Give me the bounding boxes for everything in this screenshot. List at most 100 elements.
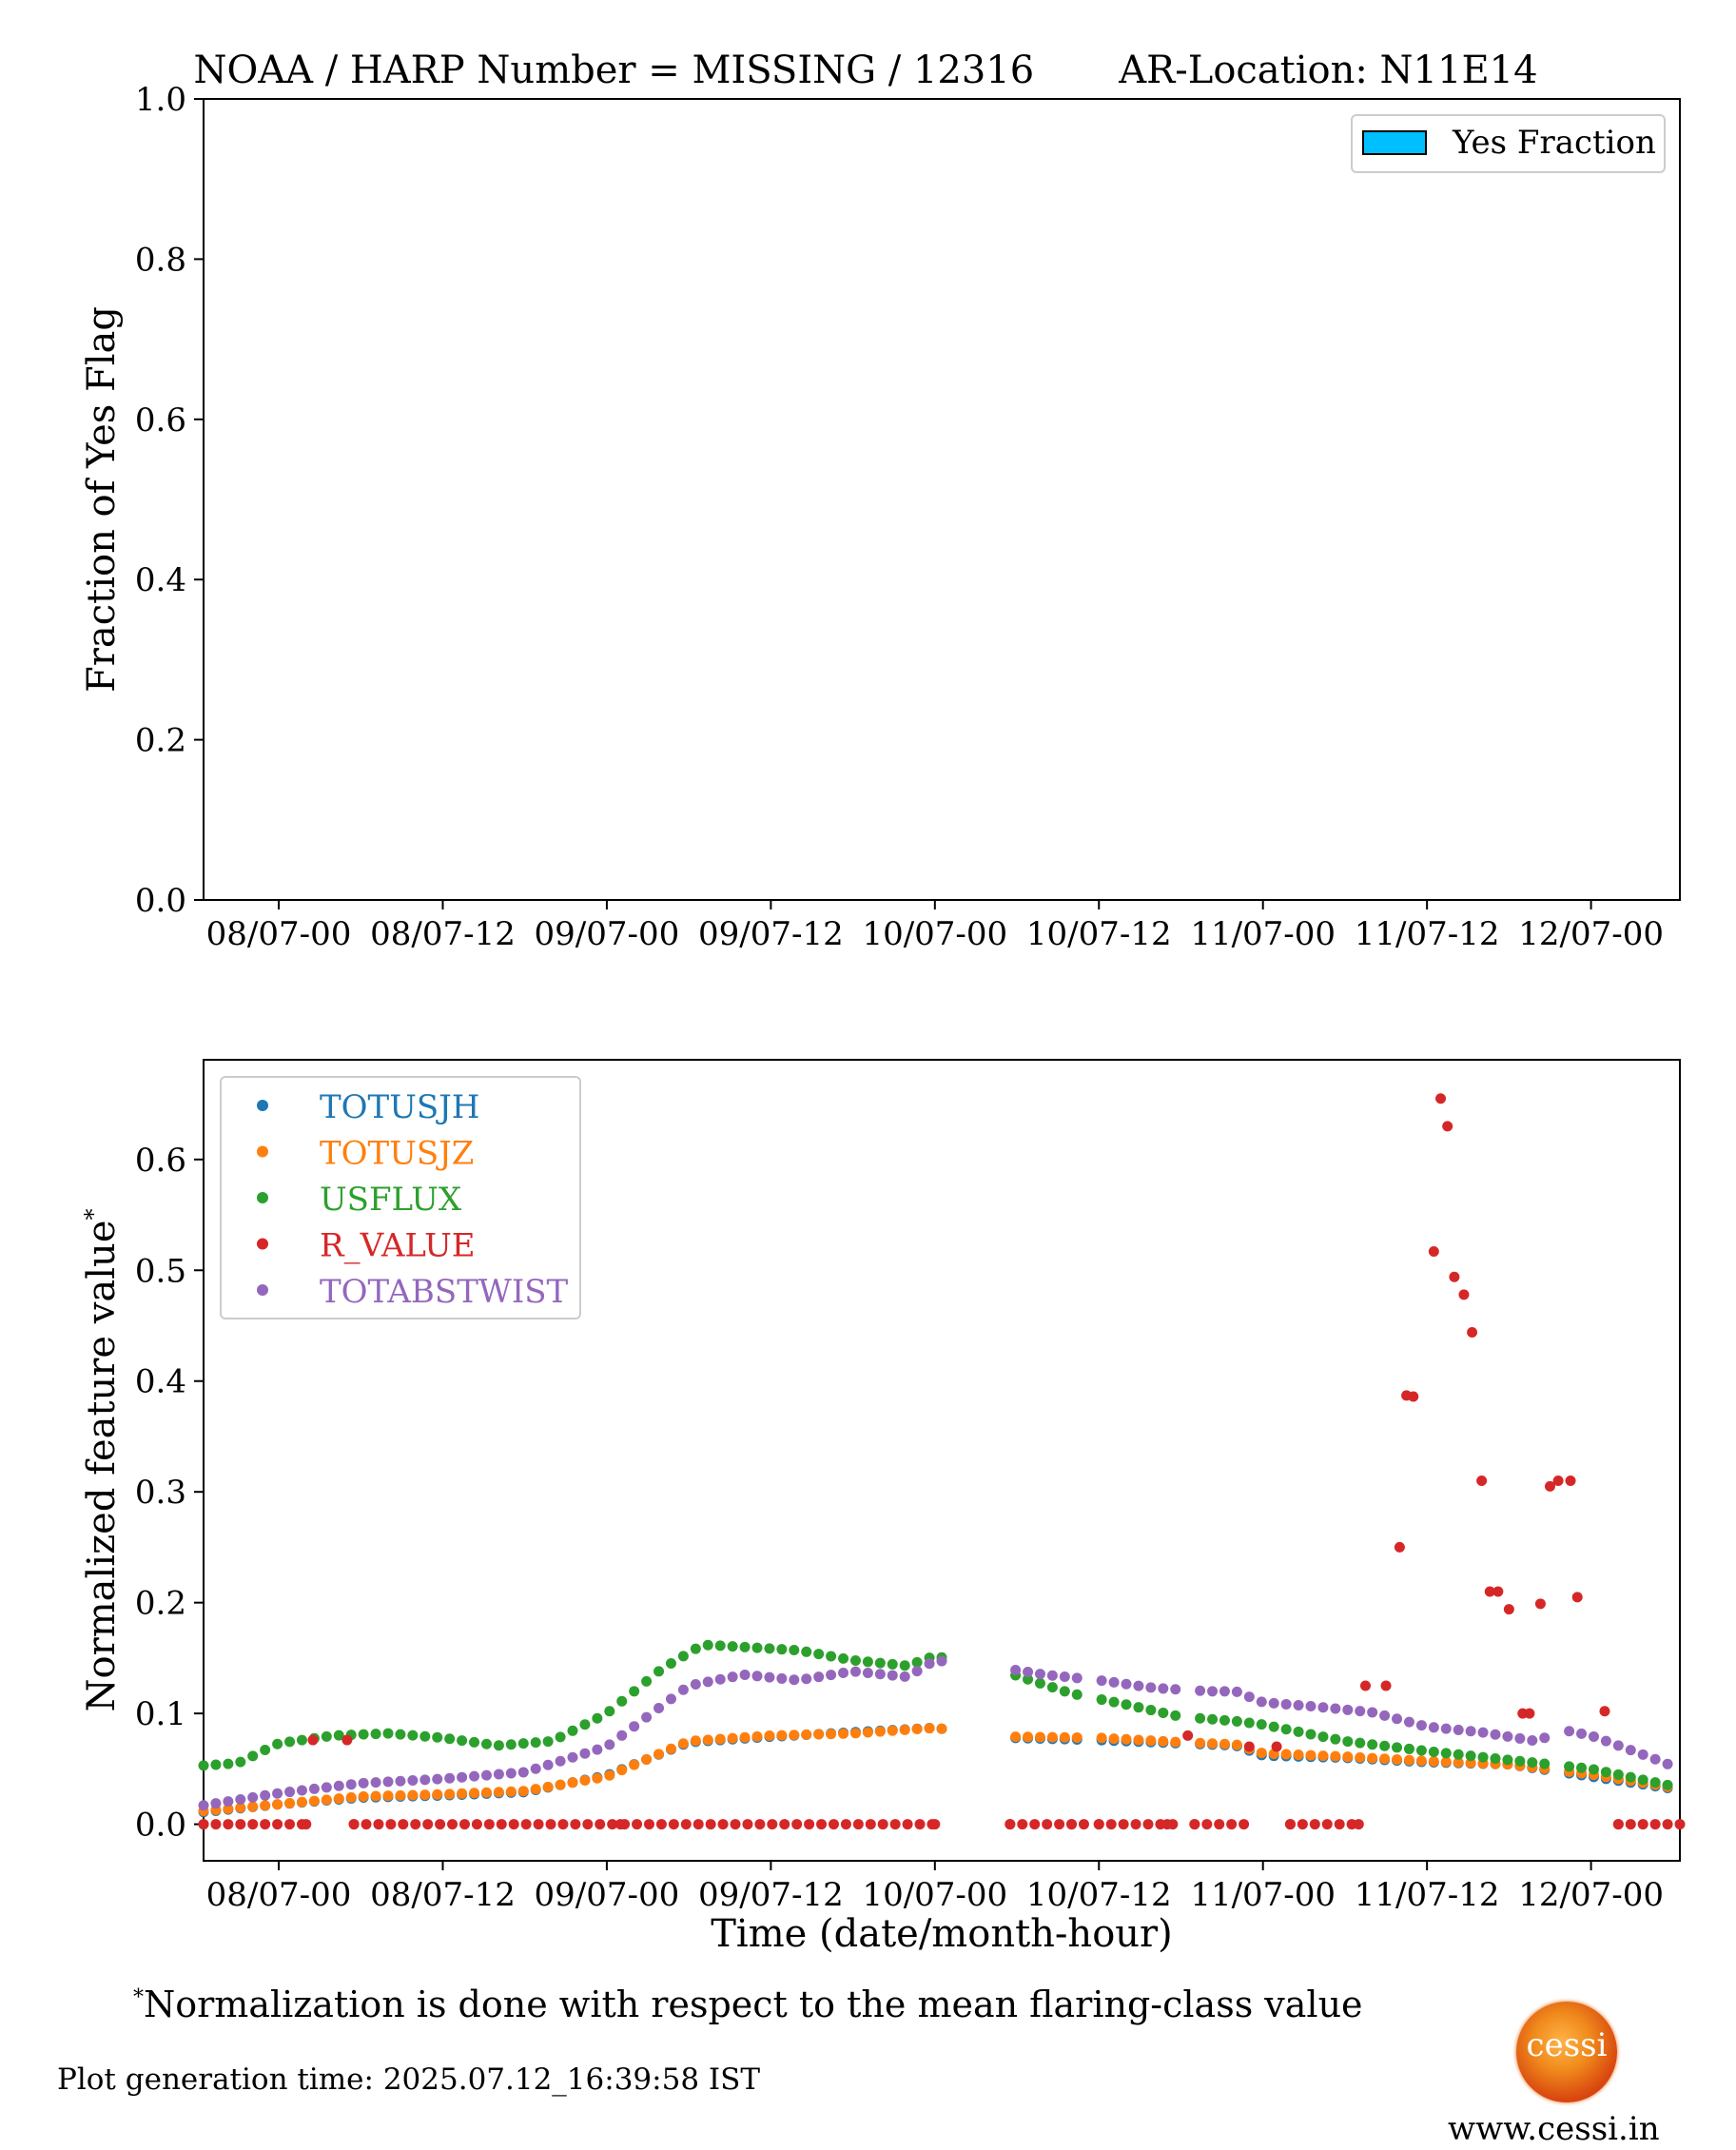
bottom-chart-y-label-mark: * xyxy=(80,1209,107,1221)
point-r-value xyxy=(1449,1271,1460,1282)
bottom-chart-y-label-text: Normalized feature value xyxy=(80,1221,124,1712)
point-totusjz xyxy=(272,1799,283,1810)
point-usflux xyxy=(911,1656,923,1668)
point-totabstwist xyxy=(1133,1680,1144,1691)
point-usflux xyxy=(616,1695,628,1707)
point-totabstwist xyxy=(469,1770,480,1782)
point-totabstwist xyxy=(223,1796,234,1808)
point-usflux xyxy=(1527,1757,1538,1769)
point-r-value xyxy=(508,1819,519,1830)
point-r-value xyxy=(471,1819,482,1830)
top-x-tick-label: 12/07-00 xyxy=(1518,915,1664,953)
legend-marker-r-value xyxy=(257,1238,268,1250)
point-r-value xyxy=(373,1819,384,1830)
point-r-value xyxy=(1239,1819,1250,1830)
point-r-value xyxy=(1394,1541,1405,1553)
point-totusjz xyxy=(1207,1738,1219,1749)
point-totusjz xyxy=(690,1735,701,1747)
bottom-chart-legend-box xyxy=(220,1076,581,1319)
point-totabstwist xyxy=(1305,1701,1317,1712)
point-totusjz xyxy=(924,1723,935,1734)
bottom-y-tick-label: 0.4 xyxy=(135,1363,186,1401)
point-totabstwist xyxy=(874,1669,886,1680)
bottom-x-tick-label: 12/07-00 xyxy=(1518,1876,1664,1914)
point-totabstwist xyxy=(653,1702,665,1713)
point-usflux xyxy=(1256,1719,1267,1730)
point-totusjz xyxy=(345,1791,357,1803)
point-usflux xyxy=(333,1730,344,1741)
point-totabstwist xyxy=(345,1779,357,1790)
point-usflux xyxy=(1330,1733,1341,1745)
point-totabstwist xyxy=(567,1751,578,1763)
point-usflux xyxy=(260,1745,271,1756)
point-usflux xyxy=(1576,1762,1588,1773)
point-usflux xyxy=(1403,1743,1414,1754)
point-totabstwist xyxy=(1355,1706,1366,1717)
bottom-x-tick-label: 09/07-00 xyxy=(535,1876,680,1914)
bottom-x-tick-label: 10/07-12 xyxy=(1026,1876,1172,1914)
point-r-value xyxy=(643,1819,654,1830)
point-totabstwist xyxy=(1576,1728,1588,1739)
point-usflux xyxy=(370,1729,381,1740)
point-usflux xyxy=(751,1642,763,1653)
point-usflux xyxy=(1490,1752,1501,1764)
footnote-text: Normalization is done with respect to th… xyxy=(144,1984,1363,2025)
point-r-value xyxy=(877,1819,888,1830)
point-usflux xyxy=(1625,1771,1636,1783)
point-r-value xyxy=(1155,1819,1166,1830)
point-totusjz xyxy=(801,1729,812,1740)
top-y-tick-label: 0.8 xyxy=(135,241,186,279)
point-usflux xyxy=(776,1644,788,1655)
point-r-value xyxy=(435,1819,446,1830)
point-usflux xyxy=(1502,1754,1513,1766)
point-r-value xyxy=(840,1819,851,1830)
point-totusjz xyxy=(555,1779,566,1790)
point-usflux xyxy=(469,1736,480,1748)
point-usflux xyxy=(899,1660,910,1671)
point-totabstwist xyxy=(530,1763,541,1774)
point-totabstwist xyxy=(419,1774,431,1786)
point-r-value xyxy=(296,1819,307,1830)
point-r-value xyxy=(619,1819,631,1830)
point-usflux xyxy=(592,1712,603,1724)
point-usflux xyxy=(1108,1696,1120,1708)
top-x-tick-label: 09/07-12 xyxy=(698,915,844,953)
point-usflux xyxy=(407,1730,419,1741)
point-r-value xyxy=(717,1819,729,1830)
point-totusjz xyxy=(1158,1735,1169,1747)
bottom-chart-legend-entries: TOTUSJH TOTUSJZ USFLUX R_VALUE TOTABSTWIST xyxy=(257,1088,569,1311)
point-totusjz xyxy=(789,1730,800,1741)
point-usflux xyxy=(1071,1689,1083,1700)
point-r-value xyxy=(804,1819,815,1830)
point-usflux xyxy=(432,1731,443,1743)
legend-label-totusjh: TOTUSJH xyxy=(320,1088,479,1126)
top-chart-legend-box xyxy=(1351,114,1666,173)
point-usflux xyxy=(395,1729,406,1740)
point-usflux xyxy=(1059,1686,1070,1697)
point-usflux xyxy=(198,1760,209,1771)
point-usflux xyxy=(1046,1682,1058,1693)
point-usflux xyxy=(321,1730,332,1742)
point-totusjz xyxy=(653,1749,665,1760)
point-r-value xyxy=(1005,1819,1016,1830)
point-totusjz xyxy=(1403,1754,1414,1766)
bottom-x-tick-label: 11/07-12 xyxy=(1355,1876,1500,1914)
legend-marker-totabstwist xyxy=(257,1284,268,1296)
point-r-value xyxy=(680,1819,692,1830)
point-totusjz xyxy=(1367,1752,1378,1764)
point-totusjz xyxy=(235,1802,246,1813)
point-totabstwist xyxy=(432,1773,443,1785)
point-totabstwist xyxy=(247,1791,259,1803)
point-r-value xyxy=(1674,1819,1686,1830)
top-y-tick-label: 0.0 xyxy=(135,882,186,920)
website-link[interactable]: www.cessi.in xyxy=(1448,2110,1660,2148)
point-r-value xyxy=(816,1819,828,1830)
point-totabstwist xyxy=(1034,1669,1045,1680)
point-totusjz xyxy=(1145,1735,1157,1747)
point-totabstwist xyxy=(1428,1722,1439,1733)
point-totabstwist xyxy=(1268,1697,1279,1709)
point-r-value xyxy=(754,1819,766,1830)
point-r-value xyxy=(1105,1819,1117,1830)
point-totusjz xyxy=(382,1790,394,1802)
point-totusjz xyxy=(1305,1749,1317,1761)
